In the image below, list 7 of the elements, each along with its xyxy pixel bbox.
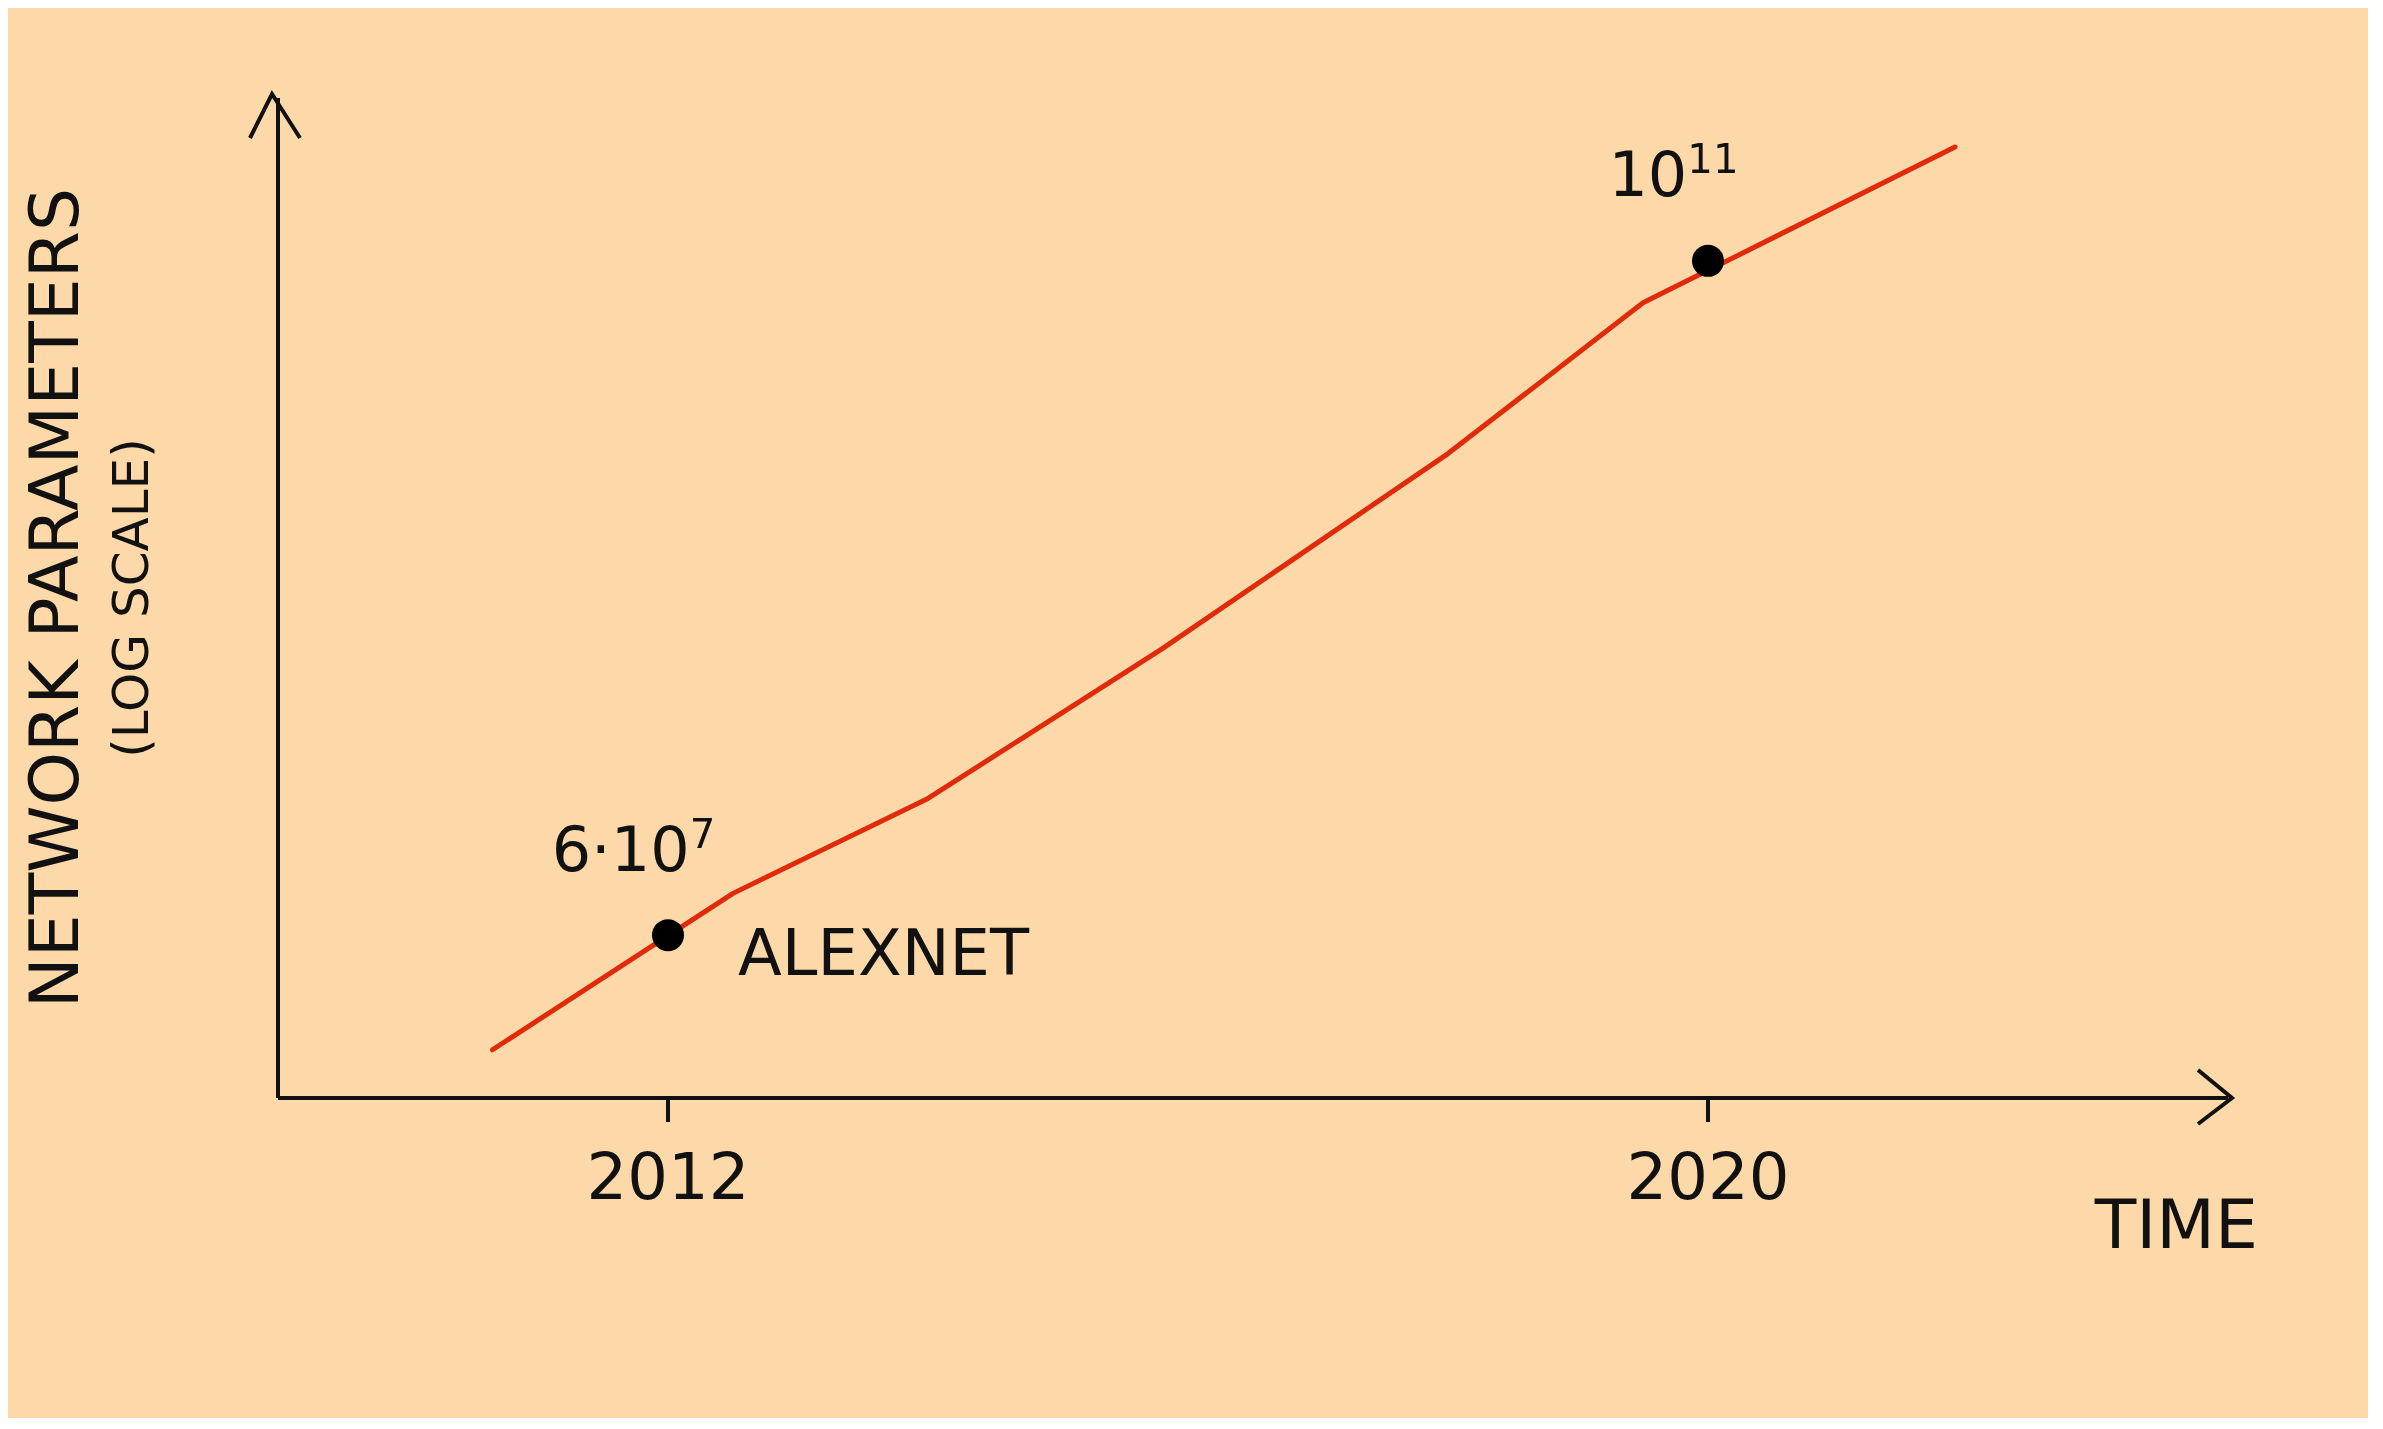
x-tick-label: 2020: [1626, 1140, 1790, 1215]
y-axis-title: NETWORK PARAMETERS (LOG SCALE): [15, 187, 160, 1009]
x-tick-label: 2012: [586, 1140, 750, 1215]
annotation: ALEXNET: [738, 916, 1031, 991]
data-label: 10$^{11}$: [1608, 135, 1739, 212]
data-label: 6·10$^{7}$: [551, 810, 716, 886]
x-axis-title: TIME: [2093, 1185, 2258, 1264]
